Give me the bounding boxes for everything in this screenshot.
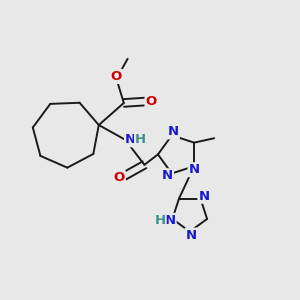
- Text: H: H: [135, 133, 146, 146]
- Text: N: N: [186, 229, 197, 242]
- Text: N: N: [162, 169, 173, 182]
- Text: N: N: [168, 125, 179, 138]
- Text: O: O: [111, 70, 122, 83]
- Text: N: N: [199, 190, 210, 203]
- Text: H: H: [154, 214, 166, 227]
- Text: N: N: [125, 133, 136, 146]
- Text: N: N: [164, 214, 175, 227]
- Text: O: O: [146, 95, 157, 108]
- Text: O: O: [113, 171, 125, 184]
- Text: N: N: [189, 163, 200, 176]
